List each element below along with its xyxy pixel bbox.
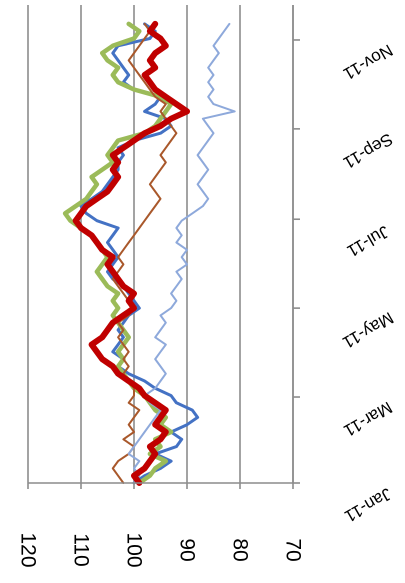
- date-tick-labels: Jan-11 Mar-11 May-11 Jul-11 Sep-11 Nov-11: [339, 40, 397, 526]
- date-tick-label: Nov-11: [340, 40, 396, 83]
- date-tick-label: May-11: [339, 308, 397, 352]
- value-tick-labels: 120 110 100 90 80 70: [17, 532, 305, 567]
- value-tick-label: 70: [282, 538, 305, 561]
- series-line-5: [72, 20, 190, 486]
- value-tick-label: 100: [123, 532, 146, 567]
- value-tick-label: 120: [17, 532, 40, 567]
- value-tick-label: 110: [70, 533, 93, 566]
- date-tick-label: Mar-11: [340, 398, 395, 441]
- series-line-1: [79, 22, 200, 485]
- axes: [27, 5, 300, 489]
- date-tick-label: Jul-11: [344, 222, 393, 261]
- series-layer: [62, 20, 236, 486]
- series-line-3: [111, 22, 178, 484]
- date-tick-label: Jan-11: [341, 484, 394, 526]
- value-tick-label: 90: [176, 538, 199, 561]
- series-line-4: [127, 22, 236, 484]
- value-tick-label: 80: [229, 538, 252, 561]
- date-tick-label: Sep-11: [340, 129, 396, 172]
